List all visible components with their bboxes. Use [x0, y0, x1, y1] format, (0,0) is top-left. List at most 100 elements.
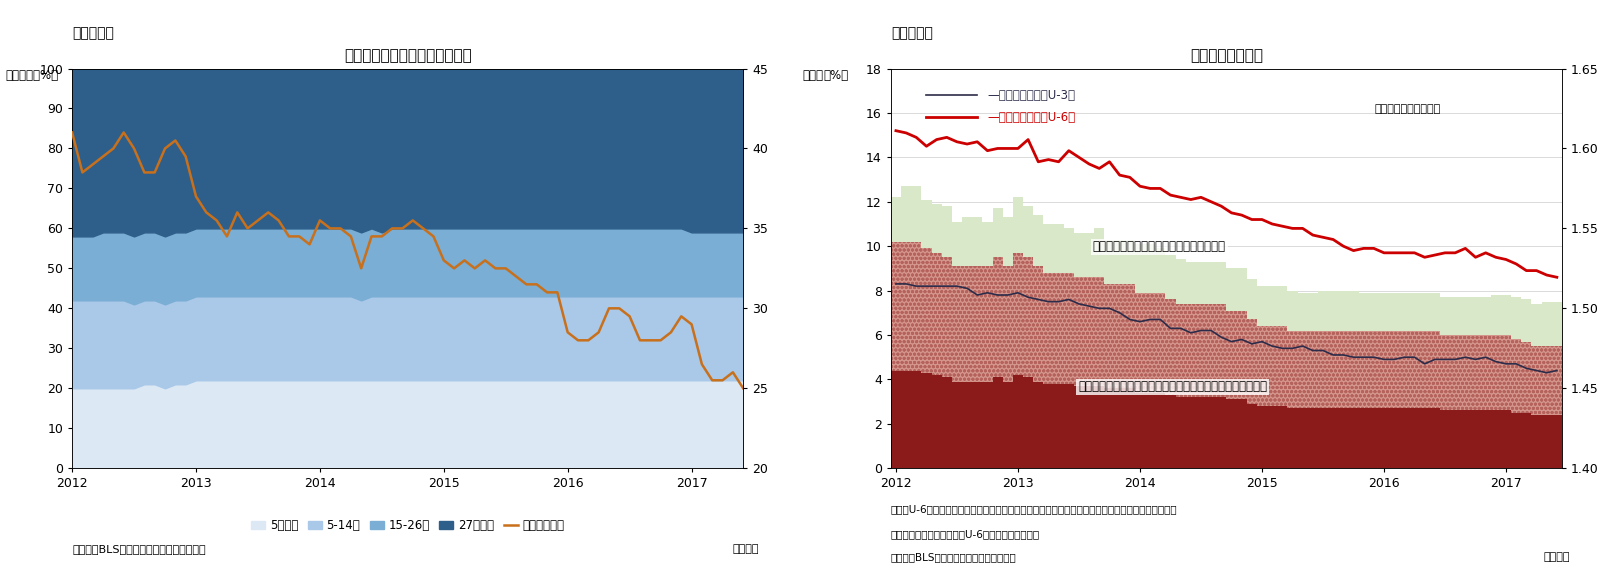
Bar: [1246, 279, 1258, 319]
Bar: [1318, 331, 1328, 408]
Bar: [1429, 331, 1440, 408]
Bar: [972, 266, 982, 381]
Bar: [1522, 413, 1532, 468]
Bar: [1176, 304, 1185, 397]
Bar: [1511, 339, 1522, 413]
Bar: [1216, 304, 1227, 397]
Bar: [1043, 273, 1054, 384]
Bar: [1471, 335, 1480, 411]
Bar: [1501, 295, 1511, 335]
Bar: [1085, 278, 1094, 386]
Bar: [1480, 335, 1491, 411]
Bar: [931, 253, 942, 375]
Bar: [1145, 393, 1155, 468]
Bar: [1064, 273, 1073, 384]
Text: —広義の失業率（U-6）: —広義の失業率（U-6）: [987, 111, 1075, 124]
Bar: [891, 198, 900, 242]
Bar: [1134, 393, 1145, 468]
Bar: [1094, 386, 1104, 468]
Bar: [1318, 408, 1328, 468]
Bar: [1185, 304, 1195, 397]
Bar: [1125, 284, 1134, 388]
Bar: [1501, 411, 1511, 468]
Bar: [900, 186, 912, 242]
Bar: [1064, 228, 1073, 273]
Bar: [1318, 291, 1328, 331]
Bar: [1501, 335, 1511, 411]
Text: 労働力人口（経済的理由によるパートタイマー除く、右軸）: 労働力人口（経済的理由によるパートタイマー除く、右軸）: [1078, 380, 1267, 393]
Bar: [921, 248, 931, 373]
Bar: [1552, 346, 1562, 415]
Bar: [1440, 335, 1450, 411]
Bar: [1145, 293, 1155, 393]
Bar: [891, 242, 900, 371]
Bar: [1288, 331, 1298, 408]
Bar: [1288, 291, 1298, 331]
Text: —通常の失業率（U-3）: —通常の失業率（U-3）: [987, 89, 1075, 102]
Bar: [1024, 258, 1033, 377]
Bar: [1165, 255, 1176, 299]
Bar: [1419, 331, 1429, 408]
Bar: [931, 375, 942, 468]
Bar: [1307, 293, 1318, 331]
Bar: [1216, 304, 1227, 397]
Bar: [1288, 408, 1298, 468]
Text: （月次）: （月次）: [732, 544, 759, 554]
Bar: [1073, 386, 1085, 468]
Text: （図表７）: （図表７）: [72, 26, 114, 40]
Bar: [1410, 293, 1419, 331]
Bar: [1267, 326, 1277, 406]
Bar: [1440, 411, 1450, 468]
Bar: [1216, 262, 1227, 304]
Bar: [1338, 408, 1349, 468]
Bar: [952, 381, 963, 468]
Bar: [1298, 331, 1307, 408]
Bar: [912, 371, 921, 468]
Bar: [1237, 399, 1246, 468]
Bar: [1349, 291, 1358, 331]
Bar: [1185, 262, 1195, 304]
Bar: [1338, 291, 1349, 331]
Bar: [1480, 411, 1491, 468]
Text: 経済的理由によるパートタイマー（右軸）: 経済的理由によるパートタイマー（右軸）: [1093, 240, 1226, 254]
Bar: [1399, 331, 1410, 408]
Text: 周辺労働力は失業率（U-6）より逆算して推計: 周辺労働力は失業率（U-6）より逆算して推計: [891, 529, 1040, 540]
Bar: [1258, 326, 1267, 406]
Bar: [1328, 408, 1338, 468]
Bar: [1349, 331, 1358, 408]
Bar: [1328, 331, 1338, 408]
Bar: [972, 266, 982, 381]
Bar: [1379, 331, 1389, 408]
Bar: [1206, 304, 1216, 397]
Bar: [1552, 415, 1562, 468]
Bar: [1125, 239, 1134, 284]
Bar: [1073, 278, 1085, 386]
Bar: [1003, 381, 1012, 468]
Bar: [1003, 218, 1012, 266]
Bar: [1358, 331, 1368, 408]
Bar: [963, 218, 972, 266]
Bar: [1307, 331, 1318, 408]
Bar: [1012, 198, 1024, 253]
Bar: [1043, 384, 1054, 468]
Bar: [1085, 278, 1094, 386]
Bar: [1115, 284, 1125, 388]
Bar: [1429, 408, 1440, 468]
Bar: [1399, 293, 1410, 331]
Bar: [1410, 408, 1419, 468]
Bar: [1227, 311, 1237, 399]
Bar: [1054, 273, 1064, 384]
Bar: [1237, 268, 1246, 311]
Bar: [1267, 286, 1277, 326]
Bar: [1033, 266, 1043, 381]
Bar: [912, 242, 921, 371]
Bar: [1277, 326, 1288, 406]
Bar: [1368, 408, 1379, 468]
Bar: [1349, 408, 1358, 468]
Bar: [1024, 206, 1033, 258]
Bar: [1073, 278, 1085, 386]
Bar: [1491, 335, 1501, 411]
Text: （資料）BLSよりニッセイ基礎研究所作成: （資料）BLSよりニッセイ基礎研究所作成: [891, 552, 1017, 562]
Bar: [1522, 341, 1532, 413]
Bar: [1246, 319, 1258, 404]
